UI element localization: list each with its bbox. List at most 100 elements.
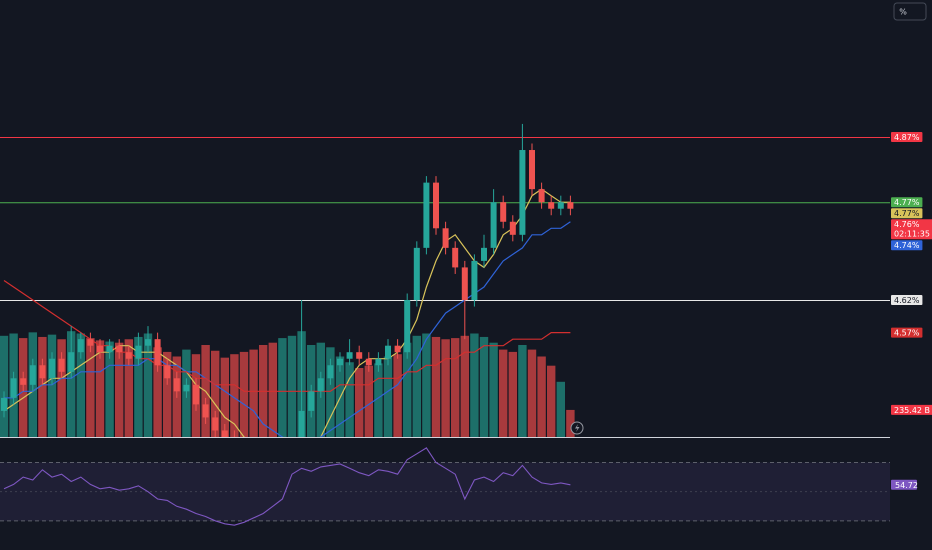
volume-bar <box>527 349 537 437</box>
volume-bar <box>393 354 402 437</box>
price-label-box <box>891 404 932 415</box>
volume-bar <box>287 335 297 437</box>
price-label-text: 4.57% <box>894 329 920 338</box>
volume-bar <box>403 342 412 437</box>
volume-bar <box>547 365 556 437</box>
rsi-line <box>3 447 571 526</box>
price-label: 4.57% <box>891 327 923 338</box>
price-label: 235.42 B <box>891 404 932 415</box>
price-label-text: 4.62% <box>894 296 920 305</box>
candle-body <box>327 365 334 379</box>
candle-body <box>221 430 228 437</box>
candle-body <box>365 358 372 366</box>
unit-button[interactable]: % <box>893 2 927 21</box>
price-label-text: 4.77% <box>894 198 920 207</box>
volume-bar <box>556 381 565 437</box>
volume-bar <box>460 335 469 437</box>
candle-body <box>29 365 36 385</box>
volume-bar <box>220 357 229 437</box>
candle-body <box>385 345 391 359</box>
candle-body <box>77 339 84 353</box>
candle-body <box>548 202 555 209</box>
volume-bar <box>124 339 133 437</box>
lightning-icon[interactable] <box>570 421 584 435</box>
candle-body <box>164 365 171 379</box>
candle-body <box>193 384 199 405</box>
price-label-text: 4.87% <box>894 133 920 142</box>
volume-bar <box>441 339 450 437</box>
candle-body <box>173 378 180 392</box>
candle-body <box>49 358 55 379</box>
volume-bar <box>86 338 95 437</box>
candle-body <box>39 365 46 379</box>
price-label-text: 235.42 B <box>894 406 930 415</box>
candle-body <box>308 391 315 411</box>
countdown-text: 02:11:35 <box>894 230 930 239</box>
candle-body <box>356 352 363 359</box>
unit-button-text[interactable]: % <box>899 8 907 17</box>
volume-bar <box>153 347 162 437</box>
volume-bar <box>374 363 383 437</box>
volume-bar <box>0 335 9 437</box>
price-label-box <box>891 197 923 208</box>
volume-bar <box>211 350 220 437</box>
price-label: 4.77% <box>891 197 923 208</box>
price-label-box <box>891 208 923 219</box>
price-label-box <box>891 219 932 240</box>
candle-body <box>404 300 411 353</box>
candle-body <box>538 189 545 203</box>
volume-bar <box>499 349 508 437</box>
price-label: 4.87% <box>891 131 923 142</box>
volume-bar <box>479 336 489 437</box>
candle-body <box>481 247 487 261</box>
candle-body <box>183 384 190 392</box>
candle-body <box>154 339 161 366</box>
volume-bar <box>47 334 57 437</box>
candle-body <box>509 221 516 235</box>
candle-body <box>375 358 382 366</box>
volume-bar <box>508 351 517 437</box>
volume-bar <box>230 354 239 437</box>
volume-bar <box>566 409 575 437</box>
candle-body <box>10 378 17 398</box>
volume-bar <box>105 341 114 437</box>
unit-button-box[interactable] <box>893 2 927 21</box>
candle-body <box>1 397 7 411</box>
rsi-label-box <box>891 479 917 490</box>
volume-bar <box>470 333 479 437</box>
price-label-box <box>891 131 923 142</box>
volume-bar <box>489 342 498 437</box>
price-label-box <box>891 327 923 338</box>
volume-bar <box>518 345 527 437</box>
candle-body <box>87 339 94 346</box>
candle-body <box>442 228 449 248</box>
candle-body <box>461 267 468 301</box>
candle-body <box>433 182 439 229</box>
volume-bar <box>364 365 373 437</box>
candle-body <box>557 202 564 209</box>
volume-bar <box>383 356 393 437</box>
volume-bar <box>239 351 249 437</box>
icon-bolt[interactable] <box>575 424 580 432</box>
candle-body <box>116 345 123 353</box>
candle-body <box>68 352 75 372</box>
volume-bar <box>115 342 124 437</box>
candle-body <box>135 345 142 359</box>
price-label-text: 4.74% <box>894 241 920 250</box>
volume-bar <box>95 340 105 437</box>
candle-body <box>97 345 103 353</box>
candle-body <box>20 378 27 385</box>
price-label-text: 4.76% <box>894 220 920 229</box>
price-label-box <box>891 295 923 306</box>
volume-bar <box>38 336 47 437</box>
volume-bar <box>412 335 421 437</box>
volume-bar <box>326 347 335 437</box>
candle-body <box>413 247 420 301</box>
price-labels: 4.87%4.77%4.77%4.76%02:11:354.74%4.62%4.… <box>891 131 932 415</box>
volume-bar <box>422 333 431 437</box>
candle-body <box>125 352 132 359</box>
volume-bar <box>163 351 172 437</box>
candle-layer <box>1 123 574 437</box>
volume-bar <box>268 342 277 437</box>
candle-body <box>519 150 526 235</box>
